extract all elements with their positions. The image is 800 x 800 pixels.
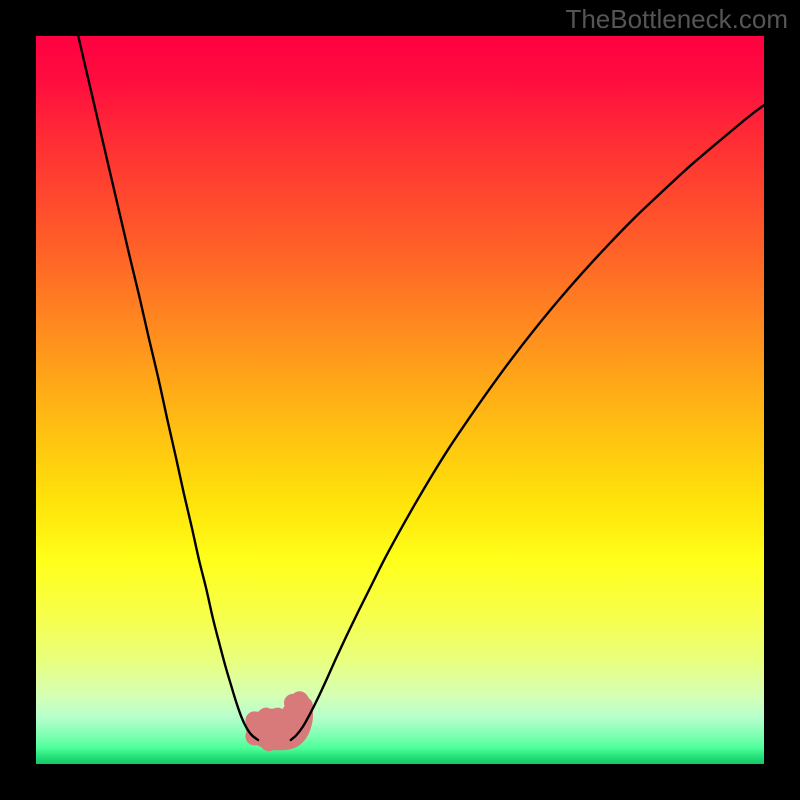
- bottom-blob-path: [246, 691, 313, 750]
- curve-layer-svg: [36, 36, 764, 764]
- outer-frame: TheBottleneck.com: [0, 0, 800, 800]
- left-curve-path: [78, 36, 258, 740]
- plot-area: [36, 36, 764, 764]
- watermark-text: TheBottleneck.com: [565, 4, 788, 35]
- right-curve-path: [291, 105, 764, 740]
